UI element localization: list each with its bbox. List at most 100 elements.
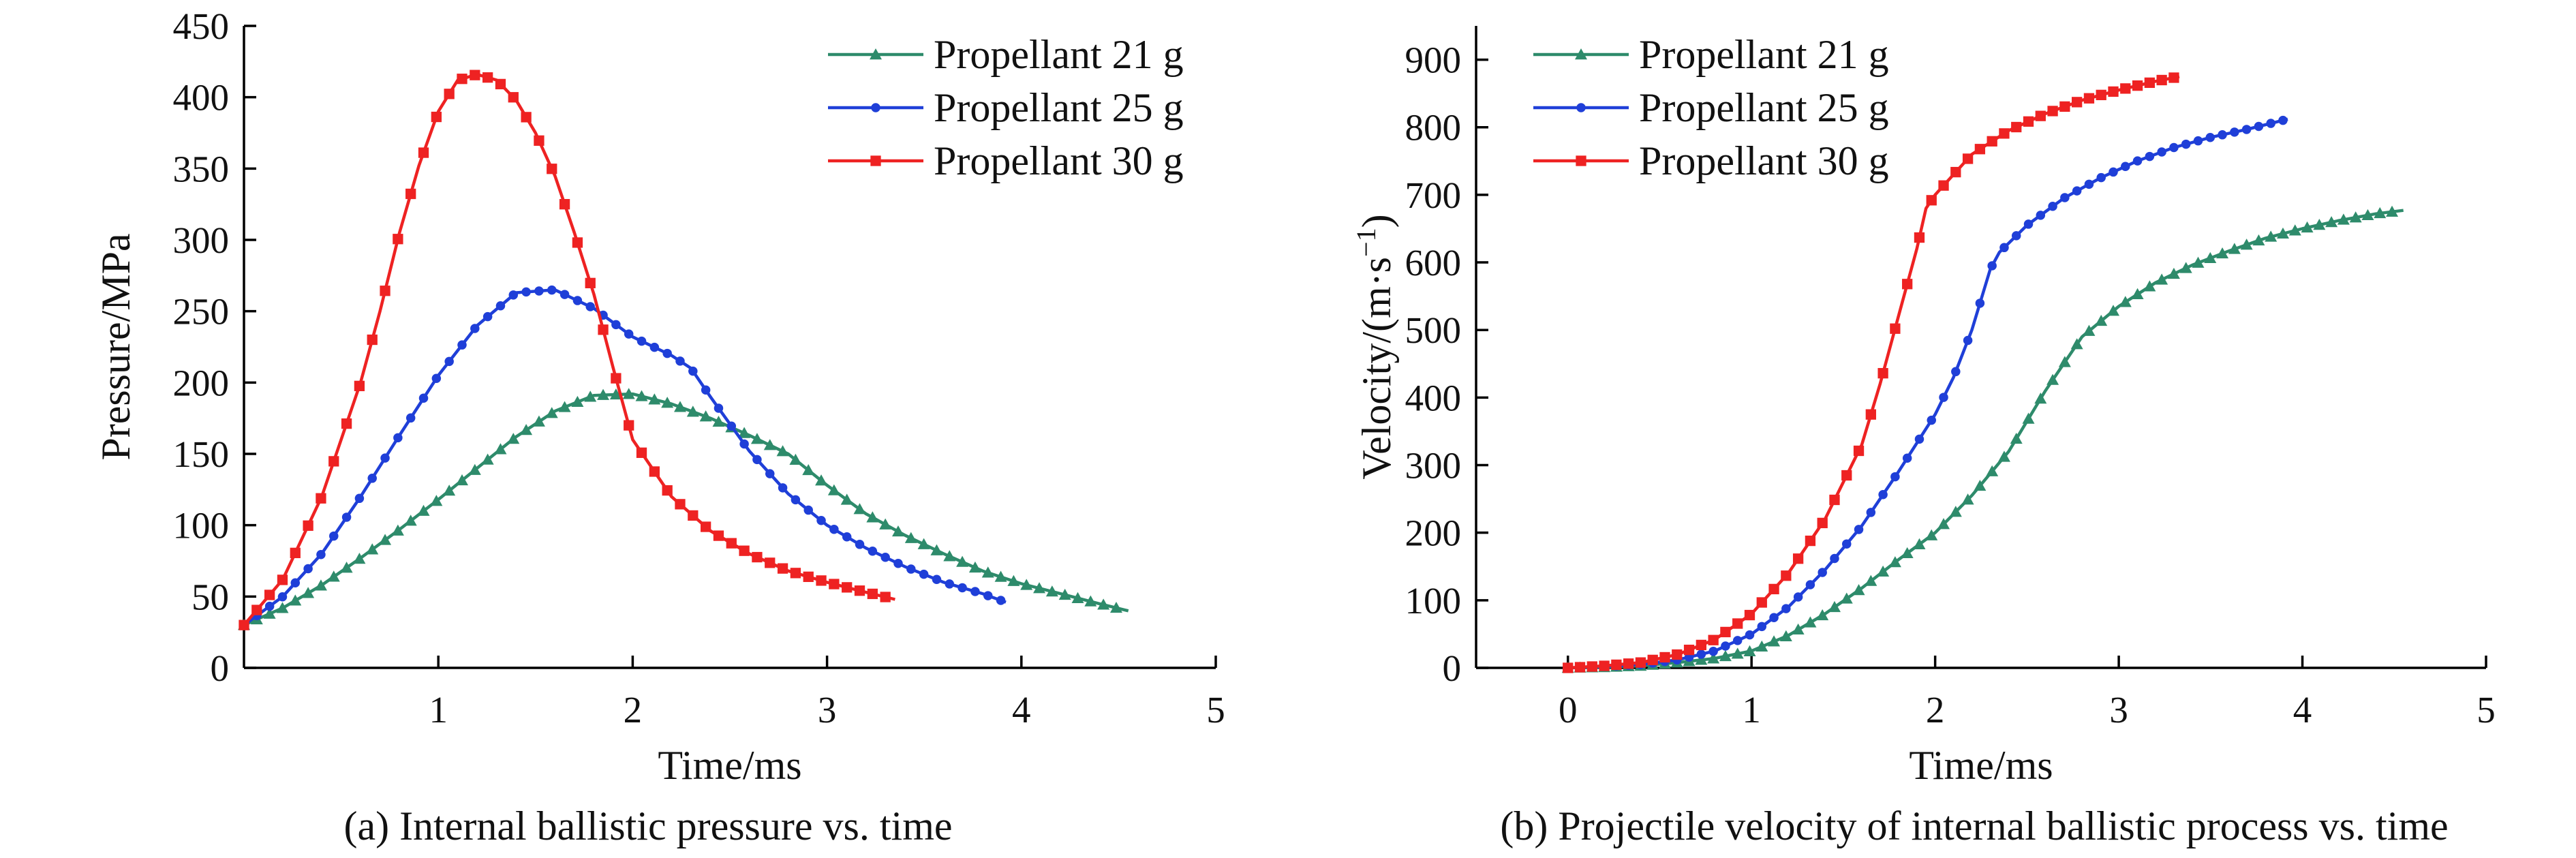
data-point <box>2193 136 2203 146</box>
data-point <box>1071 592 1084 603</box>
data-point <box>482 72 493 83</box>
data-point <box>1818 568 1827 577</box>
data-point <box>1926 195 1937 206</box>
data-point <box>2095 314 2108 326</box>
y-tick-label: 450 <box>173 5 230 47</box>
data-point <box>1683 644 1695 656</box>
data-point <box>699 410 712 422</box>
data-point <box>1901 547 1914 559</box>
legend-entry: Propellant 30 g <box>1533 138 1889 183</box>
data-point <box>367 334 378 346</box>
data-point <box>880 592 891 602</box>
data-point <box>816 516 826 525</box>
data-point <box>2265 230 2278 242</box>
data-point <box>1586 661 1597 672</box>
data-point <box>943 550 956 562</box>
data-point <box>2011 231 2021 241</box>
y-tick-label: 400 <box>1405 377 1462 418</box>
data-point <box>1987 136 1997 147</box>
data-point <box>1999 128 2010 139</box>
data-point <box>468 463 481 475</box>
data-point <box>251 604 262 615</box>
data-point <box>328 456 339 467</box>
data-point <box>547 285 557 295</box>
data-point <box>404 515 417 526</box>
data-point <box>341 512 352 522</box>
data-point <box>1769 613 1779 622</box>
y-tick-label: 200 <box>1405 512 1462 554</box>
data-point <box>675 499 686 510</box>
data-point <box>2266 119 2275 128</box>
data-point <box>239 619 249 630</box>
data-point <box>1768 583 1779 595</box>
data-point <box>2167 267 2180 279</box>
data-point <box>1866 508 1876 517</box>
data-point <box>1950 166 1961 178</box>
data-point <box>1792 553 1804 564</box>
data-point <box>1721 641 1730 651</box>
data-point <box>1058 588 1071 600</box>
data-point <box>1779 630 1792 641</box>
data-point <box>2072 186 2082 196</box>
data-point <box>688 510 699 521</box>
data-point <box>1696 639 1707 651</box>
data-point <box>816 575 827 586</box>
data-point <box>1707 652 1720 664</box>
data-point <box>1623 658 1634 669</box>
data-point <box>2132 80 2143 91</box>
data-point <box>765 469 775 478</box>
data-point <box>649 342 660 352</box>
y-tick-label: 700 <box>1405 174 1462 216</box>
data-point <box>2083 324 2096 336</box>
x-tick-label: 1 <box>429 689 448 731</box>
data-point <box>405 413 416 423</box>
data-point <box>624 329 634 339</box>
data-point <box>867 588 878 600</box>
data-point <box>1951 367 1961 377</box>
data-point <box>2204 251 2217 264</box>
data-point <box>303 564 313 574</box>
data-point <box>2288 224 2301 236</box>
x-tick-label: 0 <box>1559 689 1578 731</box>
data-point <box>2325 216 2338 228</box>
data-point <box>316 550 326 560</box>
data-point <box>2132 156 2143 166</box>
data-point <box>739 545 750 556</box>
data-point <box>354 493 365 504</box>
data-point <box>276 602 289 613</box>
legend-label: Propellant 21 g <box>934 32 1184 77</box>
data-point <box>2241 125 2252 134</box>
data-point <box>1852 584 1865 596</box>
data-point <box>379 534 392 545</box>
data-point <box>290 578 301 587</box>
data-point <box>558 401 571 412</box>
data-point <box>1097 598 1110 610</box>
y-axis-label: Velocity/(m·s−1) <box>1351 214 1400 479</box>
data-point <box>2361 209 2374 221</box>
data-point <box>470 70 480 80</box>
data-point <box>2181 139 2191 149</box>
data-point <box>1963 335 1973 346</box>
data-point <box>1817 517 1828 529</box>
data-point <box>932 574 942 585</box>
y-tick-label: 800 <box>1405 107 1462 149</box>
data-point <box>957 583 967 593</box>
legend-entry: Propellant 21 g <box>1533 32 1889 77</box>
data-point <box>430 495 443 506</box>
data-point <box>393 234 403 245</box>
data-point <box>354 380 365 392</box>
data-point <box>1841 470 1852 481</box>
data-point <box>2301 221 2314 233</box>
data-point <box>393 433 403 443</box>
data-point <box>1745 630 1755 640</box>
data-point <box>802 463 815 476</box>
data-point <box>1913 538 1926 549</box>
data-point <box>968 561 981 573</box>
data-point <box>1999 243 2009 253</box>
data-point <box>572 237 583 248</box>
data-point <box>622 388 635 399</box>
data-point <box>2096 172 2106 183</box>
data-point <box>2070 338 2083 350</box>
data-point <box>329 531 339 541</box>
data-point <box>457 74 467 85</box>
